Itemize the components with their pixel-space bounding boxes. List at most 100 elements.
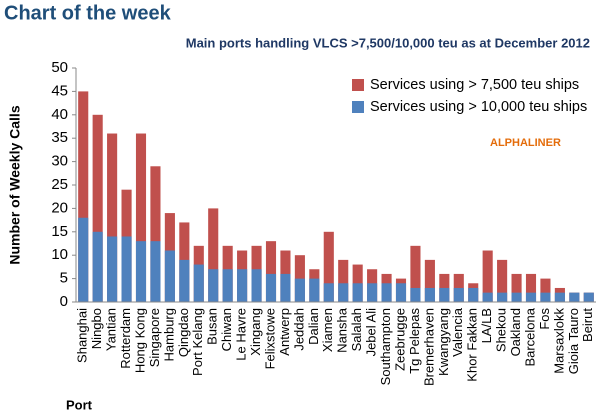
- legend-label: Services using > 10,000 teu ships: [370, 99, 587, 115]
- bar: [237, 269, 248, 302]
- x-tick-label: Khor Fakkan: [465, 308, 480, 382]
- y-axis-label: Number of Weekly Calls: [7, 105, 23, 264]
- y-tick-label: 40: [51, 106, 68, 123]
- bar: [323, 283, 334, 302]
- x-tick-label: Le Havre: [234, 308, 249, 361]
- bar: [309, 278, 320, 302]
- bar: [78, 91, 89, 303]
- bar: [323, 231, 334, 302]
- x-tick-label: LA/LB: [479, 308, 494, 343]
- bar: [540, 278, 551, 302]
- x-tick-label: Bremerhaven: [421, 308, 436, 386]
- bar: [135, 133, 147, 302]
- x-tick-label: Port Kelang: [190, 308, 205, 376]
- bar: [525, 273, 537, 302]
- bar: [135, 241, 147, 302]
- x-tick-label: Ningbo: [89, 308, 104, 349]
- bar: [92, 114, 103, 302]
- bar: [150, 166, 161, 302]
- bar: [367, 283, 378, 302]
- y-tick-label: 15: [51, 223, 68, 240]
- bar: [468, 287, 479, 302]
- x-tick-label: Singapore: [147, 308, 162, 367]
- legend-swatch: [352, 79, 364, 91]
- y-tick-label: 50: [51, 59, 68, 76]
- bar: [251, 269, 262, 302]
- x-tick-label: Oakland: [508, 308, 523, 356]
- bar: [453, 287, 464, 302]
- x-tick-label: Marsaxlokk: [551, 308, 566, 374]
- bar: [121, 236, 132, 302]
- bar: [208, 208, 219, 302]
- bar: [352, 283, 363, 302]
- x-tick-label: Nansha: [335, 307, 350, 353]
- bar: [525, 292, 537, 302]
- bar: [294, 278, 305, 302]
- bar: [179, 259, 190, 302]
- bar: [482, 292, 493, 302]
- bar: [107, 133, 118, 302]
- x-axis-label: Port: [66, 397, 93, 412]
- x-tick-label: Shanghai: [75, 308, 90, 363]
- annotation: ALPHALINER: [490, 137, 561, 149]
- bar: [410, 245, 421, 302]
- x-tick-label: Tg Pelepas: [407, 308, 422, 374]
- bar: [338, 283, 349, 302]
- x-tick-label: Xingang: [248, 308, 263, 356]
- bar: [150, 241, 161, 302]
- bar: [511, 292, 522, 302]
- bar: [107, 236, 118, 302]
- bar: [424, 287, 435, 302]
- y-tick-label: 25: [51, 176, 68, 193]
- bar: [381, 283, 392, 302]
- bar: [222, 269, 233, 302]
- x-tick-label: Felixstowe: [262, 308, 277, 369]
- x-tick-label: Jeddah: [291, 308, 306, 351]
- x-tick-label: Southampton: [378, 308, 393, 385]
- bar: [482, 250, 493, 302]
- bar: [410, 287, 421, 302]
- bar: [208, 269, 219, 302]
- x-tick-label: Xiamen: [320, 308, 335, 352]
- x-tick-label: Hamburg: [161, 308, 176, 361]
- bar: [511, 273, 522, 302]
- x-tick-label: Jebel Ali: [364, 308, 379, 357]
- x-tick-label: Valencia: [450, 307, 465, 357]
- bar: [583, 292, 594, 302]
- chart-title: Chart of the week: [4, 2, 172, 24]
- legend-label: Services using > 7,500 teu ships: [370, 77, 579, 93]
- bar: [164, 250, 175, 302]
- x-tick-label: Busan: [205, 308, 220, 345]
- x-tick-label: Salalah: [349, 308, 364, 351]
- bar: [569, 292, 580, 302]
- bar: [497, 292, 508, 302]
- bar: [338, 259, 349, 302]
- y-tick-label: 45: [51, 82, 68, 99]
- x-tick-label: Fos: [537, 308, 552, 330]
- bar: [497, 259, 508, 302]
- x-tick-label: Rotterdam: [118, 308, 133, 369]
- x-tick-label: Qingdao: [176, 308, 191, 357]
- legend-swatch: [352, 101, 364, 113]
- bar: [540, 292, 551, 302]
- bar: [439, 287, 450, 302]
- x-tick-label: Kwangyang: [436, 308, 451, 376]
- chart-subtitle: Main ports handling VLCS >7,500/10,000 t…: [186, 35, 590, 50]
- bar: [265, 241, 277, 302]
- y-tick-label: 20: [51, 199, 68, 216]
- y-tick-label: 10: [51, 246, 68, 263]
- bar: [265, 273, 277, 302]
- bar: [78, 217, 89, 302]
- bar: [395, 283, 407, 302]
- x-tick-label: Zeebrugge: [392, 308, 407, 371]
- bar: [92, 231, 103, 302]
- bar: [280, 273, 291, 302]
- x-tick-label: Yantian: [104, 308, 119, 351]
- x-tick-label: Dalian: [306, 308, 321, 345]
- x-tick-label: Antwerp: [277, 308, 292, 356]
- y-tick-label: 30: [51, 153, 68, 170]
- x-tick-label: Hong Kong: [132, 308, 147, 373]
- y-tick-label: 5: [60, 270, 68, 287]
- x-tick-label: Beirut: [580, 308, 595, 342]
